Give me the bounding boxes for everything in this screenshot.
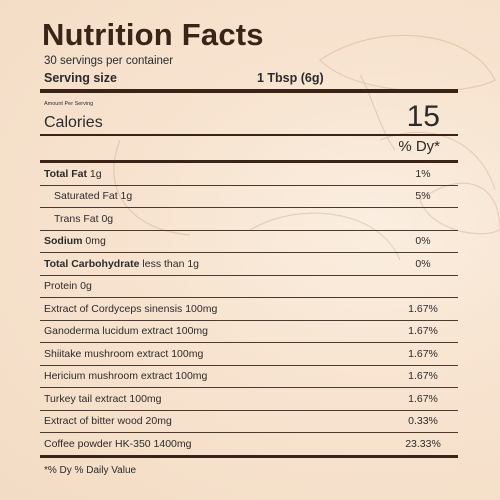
nutrient-name: Turkey tail extract 100mg [40, 393, 388, 405]
nutrient-name-text: Ganoderma lucidum extract 100mg [44, 325, 208, 338]
nutrition-label: Nutrition Facts 30 servings per containe… [40, 18, 458, 476]
nutrient-name: Ganoderma lucidum extract 100mg [40, 325, 388, 337]
nutrient-name: Shiitake mushroom extract 100mg [40, 348, 388, 360]
nutrient-name: Total Carbohydrate less than 1g [40, 258, 388, 270]
table-row: Total Fat 1g 1% [40, 163, 458, 186]
servings-per-container: 30 servings per container [44, 55, 174, 67]
table-row: Protein 0g [40, 276, 458, 298]
nutrient-name-text: Extract of bitter wood 20mg [44, 415, 172, 428]
nutrient-name: Saturated Fat 1g [40, 190, 388, 202]
nutrient-name-text: Hericium mushroom extract 100mg [44, 370, 208, 383]
nutrient-name: Protein 0g [40, 280, 388, 292]
table-row: Coffee powder HK-350 1400mg 23.33% [40, 433, 458, 458]
nutrient-name: Extract of bitter wood 20mg [40, 415, 388, 427]
page-title: Nutrition Facts [42, 17, 264, 52]
daily-value-percent: 1.67% [408, 392, 438, 405]
nutrient-name-text: Saturated Fat 1g [54, 190, 133, 203]
calories-value: 15 [406, 100, 440, 133]
nutrient-name-text: Extract of Cordyceps sinensis 100mg [44, 302, 218, 315]
nutrient-name-text: Turkey tail extract 100mg [44, 392, 162, 405]
nutrient-name: Sodium 0mg [40, 235, 388, 247]
daily-value-percent: 1.67% [408, 302, 438, 315]
nutrient-name: Extract of Cordyceps sinensis 100mg [40, 303, 388, 315]
daily-value-percent: 23.33% [405, 437, 441, 450]
serving-size-value: 1 Tbsp (6g) [256, 71, 324, 85]
nutrient-name-text: 1g [86, 167, 102, 180]
table-row: Total Carbohydrate less than 1g 0% [40, 253, 458, 276]
calories-divider [40, 134, 458, 136]
daily-value-header: % Dy* [398, 138, 440, 155]
table-row: Extract of Cordyceps sinensis 100mg 1.67% [40, 298, 458, 321]
table-row: Extract of bitter wood 20mg 0.33% [40, 411, 458, 433]
table-row: Turkey tail extract 100mg 1.67% [40, 388, 458, 411]
nutrient-name: Trans Fat 0g [40, 213, 388, 225]
daily-value-percent: 1% [415, 167, 431, 180]
daily-value-percent: 5% [415, 190, 431, 203]
table-row: Ganoderma lucidum extract 100mg 1.67% [40, 321, 458, 343]
serving-size-label: Serving size [44, 71, 117, 85]
nutrient-table: Total Fat 1g 1% Saturated Fat 1g 5% Trans Fa… [40, 163, 458, 458]
daily-value-percent: 0% [415, 257, 431, 270]
nutrient-name-text: Coffee powder HK-350 1400mg [44, 437, 192, 450]
daily-value-percent: 1.67% [408, 325, 438, 338]
calories-label: Calories [44, 114, 103, 131]
daily-value-percent: 0.33% [408, 415, 438, 428]
daily-value-percent: 1.67% [408, 370, 438, 383]
nutrient-name: Hericium mushroom extract 100mg [40, 370, 388, 382]
daily-value-percent: 0% [415, 235, 431, 248]
nutrient-name-bold: Sodium [44, 235, 83, 248]
calories-row: Calories 15 [40, 102, 458, 132]
nutrient-name-text: Trans Fat 0g [54, 212, 114, 225]
footnote: *% Dy % Daily Value [44, 464, 137, 476]
amount-per-serving: Amount Per Serving [44, 101, 94, 107]
serving-size-row: Serving size 1 Tbsp (6g) [44, 69, 458, 87]
nutrient-name-text: 0mg [82, 235, 106, 248]
table-row: Sodium 0mg 0% [40, 231, 458, 253]
table-row: Hericium mushroom extract 100mg 1.67% [40, 366, 458, 388]
nutrient-name-bold: Total Fat [44, 167, 87, 180]
nutrient-name-text: less than 1g [139, 257, 200, 270]
table-row: Saturated Fat 1g 5% [40, 186, 458, 208]
nutrient-name-text: Shiitake mushroom extract 100mg [44, 347, 204, 360]
table-row: Trans Fat 0g [40, 208, 458, 231]
medium-divider [40, 160, 458, 163]
nutrient-name-text: Protein 0g [44, 280, 92, 293]
table-row: Shiitake mushroom extract 100mg 1.67% [40, 343, 458, 366]
nutrient-name: Total Fat 1g [40, 168, 388, 180]
nutrient-name-bold: Total Carbohydrate [44, 257, 140, 270]
nutrient-name: Coffee powder HK-350 1400mg [40, 438, 388, 450]
daily-value-percent: 1.67% [408, 347, 438, 360]
thick-divider [40, 89, 458, 93]
